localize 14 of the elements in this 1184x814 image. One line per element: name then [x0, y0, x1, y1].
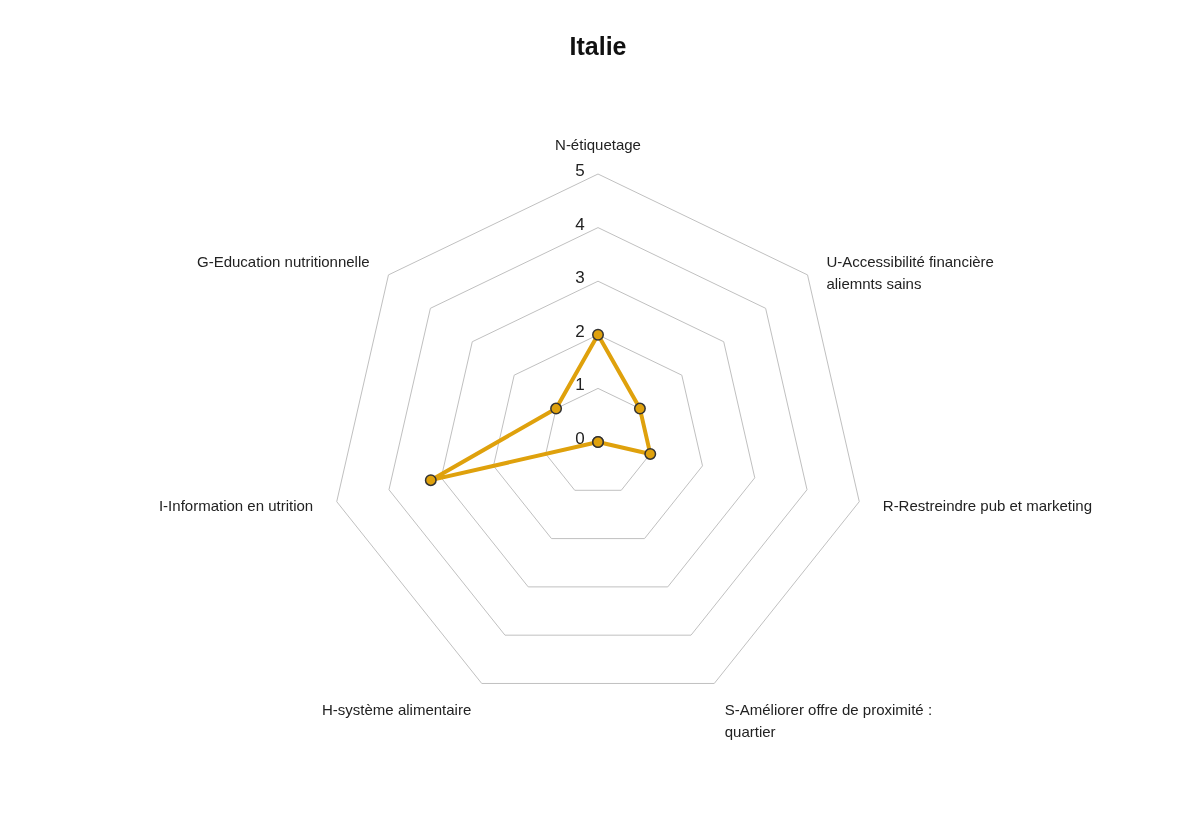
- spoke-label: N-étiquetage: [555, 135, 641, 153]
- chart-title: Italie: [569, 32, 627, 60]
- y-tick-label: 3: [575, 268, 585, 288]
- y-tick-label: 1: [575, 375, 585, 395]
- spoke-label: U-Accessibilité financière aliemnts sains: [826, 252, 994, 292]
- y-tick-label: 4: [575, 214, 585, 234]
- spoke-label: R-Restreindre pub et marketing: [882, 497, 1093, 515]
- spoke-label: H-système alimentaire: [322, 700, 472, 718]
- spoke-label: G-Education nutritionnelle: [197, 252, 370, 270]
- spoke-label: S-Améliorer offre de proximité : quartier: [724, 700, 933, 740]
- spoke-label: I-Information en utrition: [158, 497, 314, 515]
- y-tick-label: 0: [575, 429, 585, 448]
- y-tick-label: 5: [575, 161, 585, 180]
- y-tick-label: 2: [575, 321, 585, 341]
